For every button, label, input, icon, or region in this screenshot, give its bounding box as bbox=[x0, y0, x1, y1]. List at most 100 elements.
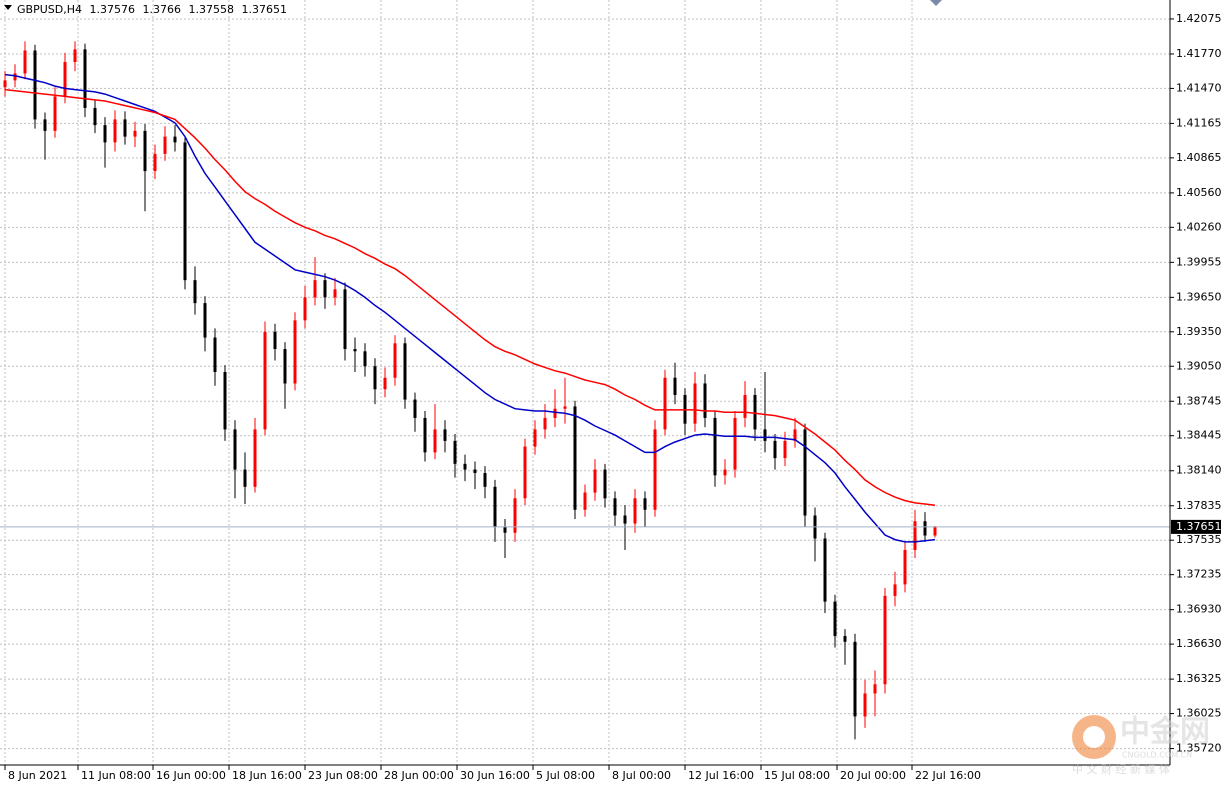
candle-body bbox=[423, 417, 427, 453]
close-value: 1.37651 bbox=[241, 3, 287, 16]
candle-body bbox=[593, 469, 597, 493]
y-tick-label: 1.40260 bbox=[1176, 220, 1222, 233]
watermark-site: CNGOLD.COM.CN bbox=[1122, 751, 1192, 760]
candle-body bbox=[283, 349, 287, 384]
low-value: 1.37558 bbox=[188, 3, 234, 16]
candle-body bbox=[763, 429, 767, 441]
candle-body bbox=[893, 584, 897, 596]
x-tick-label: 8 Jul 00:00 bbox=[612, 769, 671, 782]
open-value: 1.37576 bbox=[89, 3, 135, 16]
x-tick-label: 28 Jun 00:00 bbox=[384, 769, 454, 782]
candle-body bbox=[843, 636, 847, 642]
candle-body bbox=[883, 595, 887, 685]
candle-body bbox=[673, 377, 677, 395]
candle-body bbox=[503, 526, 507, 533]
candle-body bbox=[863, 693, 867, 717]
candle-body bbox=[53, 96, 57, 131]
candle-body bbox=[493, 486, 497, 527]
y-tick-label: 1.37235 bbox=[1176, 568, 1222, 581]
candle-body bbox=[223, 371, 227, 430]
candle-body bbox=[713, 417, 717, 476]
x-tick-label: 11 Jun 08:00 bbox=[81, 769, 151, 782]
candle-body bbox=[113, 119, 117, 143]
y-tick-label: 1.37835 bbox=[1176, 499, 1222, 512]
candle-body bbox=[443, 429, 447, 441]
y-tick-label: 1.39050 bbox=[1176, 359, 1222, 372]
watermark: 中金网 CNGOLD.COM.CN 中 文 财 经 新 媒 体 bbox=[1072, 715, 1210, 776]
y-tick-label: 1.38445 bbox=[1176, 429, 1222, 442]
candle-body bbox=[233, 429, 237, 470]
candle-body bbox=[573, 406, 577, 510]
candle-body bbox=[393, 343, 397, 378]
candle-body bbox=[43, 119, 47, 131]
candle-body bbox=[703, 383, 707, 418]
candle-body bbox=[533, 429, 537, 447]
y-tick-label: 1.42075 bbox=[1176, 12, 1222, 25]
y-tick-label: 1.36930 bbox=[1176, 603, 1222, 616]
candle-body bbox=[323, 280, 327, 298]
y-tick-label: 1.41770 bbox=[1176, 47, 1222, 60]
current-price-box bbox=[1171, 519, 1221, 534]
candle-body bbox=[433, 429, 437, 453]
candle-body bbox=[253, 429, 257, 487]
menu-arrow[interactable] bbox=[4, 5, 12, 10]
candle-body bbox=[193, 280, 197, 304]
candle-body bbox=[103, 125, 107, 143]
x-tick-label: 12 Jul 16:00 bbox=[688, 769, 754, 782]
candle-body bbox=[653, 429, 657, 510]
candle-body bbox=[873, 684, 877, 694]
candle-body bbox=[133, 130, 137, 137]
y-tick-label: 1.41470 bbox=[1176, 81, 1222, 94]
high-value: 1.3766 bbox=[142, 3, 181, 16]
candle-body bbox=[693, 383, 697, 424]
x-tick-label: 16 Jun 00:00 bbox=[156, 769, 226, 782]
x-tick-label: 18 Jun 16:00 bbox=[232, 769, 302, 782]
candle-body bbox=[373, 366, 377, 390]
y-tick-label: 1.40560 bbox=[1176, 186, 1222, 199]
candle-body bbox=[783, 440, 787, 459]
y-tick-label: 1.39350 bbox=[1176, 325, 1222, 338]
candle-body bbox=[543, 417, 547, 430]
y-tick-label: 1.38140 bbox=[1176, 464, 1222, 477]
candle-body bbox=[903, 549, 907, 585]
candle-body bbox=[83, 49, 87, 108]
watermark-tagline: 中 文 财 经 新 媒 体 bbox=[1072, 762, 1170, 776]
candle-body bbox=[93, 107, 97, 126]
watermark-name: 中金网 bbox=[1120, 715, 1210, 750]
candle-body bbox=[153, 153, 157, 172]
candle-body bbox=[463, 463, 467, 470]
candle-body bbox=[343, 289, 347, 350]
x-tick-label: 8 Jun 2021 bbox=[8, 769, 67, 782]
x-tick-label: 30 Jun 16:00 bbox=[460, 769, 530, 782]
candle-body bbox=[563, 406, 567, 409]
candle-body bbox=[623, 515, 627, 524]
candle-body bbox=[33, 50, 37, 120]
candle-body bbox=[333, 289, 337, 298]
candle-body bbox=[173, 136, 177, 143]
y-tick-label: 1.38745 bbox=[1176, 394, 1222, 407]
candle-body bbox=[63, 61, 67, 97]
y-tick-label: 1.40865 bbox=[1176, 151, 1222, 164]
marks bbox=[0, 41, 1170, 740]
candle-body bbox=[613, 498, 617, 516]
candle-body bbox=[753, 394, 757, 430]
candle-body bbox=[743, 394, 747, 418]
candle-body bbox=[483, 473, 487, 487]
candle-body bbox=[383, 377, 387, 390]
y-tick-label: 1.36025 bbox=[1176, 707, 1222, 720]
candle-body bbox=[913, 521, 917, 550]
candle-body bbox=[273, 331, 277, 350]
candle-body bbox=[363, 351, 367, 367]
candle-body bbox=[203, 303, 207, 338]
candle-body bbox=[523, 446, 527, 499]
candle-body bbox=[143, 130, 147, 172]
grid bbox=[0, 0, 1170, 765]
candle-body bbox=[603, 469, 607, 499]
x-tick-label: 5 Jul 08:00 bbox=[536, 769, 595, 782]
candle-body bbox=[23, 50, 27, 74]
candle-body bbox=[583, 492, 587, 510]
candle-body bbox=[553, 408, 557, 418]
candle-body bbox=[823, 538, 827, 602]
header: GBPUSD,H4 1.37576 1.3766 1.37558 1.37651 bbox=[17, 3, 287, 16]
